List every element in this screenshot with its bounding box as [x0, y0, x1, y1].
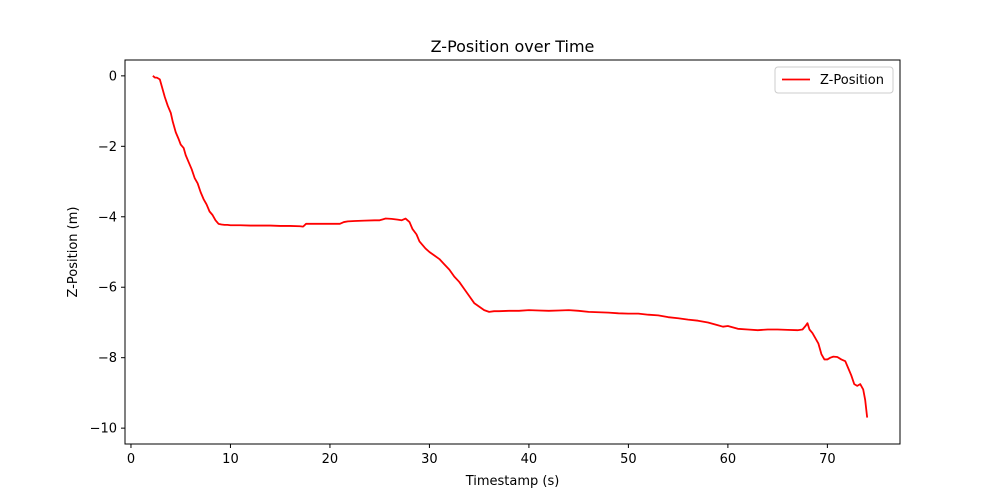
y-tick-label: −8 — [98, 351, 117, 366]
x-axis-ticks: 0 10 20 30 40 50 60 70 — [127, 444, 836, 467]
x-tick-label: 40 — [521, 452, 538, 467]
x-tick-label: 60 — [720, 452, 737, 467]
x-tick-label: 20 — [322, 452, 339, 467]
plot-area — [124, 59, 901, 445]
y-tick-label: −4 — [98, 210, 117, 225]
legend-box — [774, 66, 894, 94]
y-tick-label: 0 — [109, 69, 117, 84]
y-axis-label: Z-Position (m) — [66, 207, 81, 298]
x-tick-label: 50 — [620, 452, 637, 467]
series-line-z-position — [152, 75, 869, 418]
y-tick-label: −2 — [98, 140, 117, 155]
x-tick-label: 30 — [421, 452, 438, 467]
y-tick-label: −6 — [98, 281, 117, 296]
x-tick-label: 70 — [819, 452, 836, 467]
x-axis-label: Timestamp (s) — [465, 474, 560, 489]
x-tick-label: 0 — [127, 452, 135, 467]
x-tick-label: 10 — [222, 452, 239, 467]
legend-label-z-position: Z-Position — [820, 73, 884, 88]
y-tick-label: −10 — [90, 422, 117, 437]
chart-title: Z-Position over Time — [431, 37, 595, 56]
y-axis-ticks: 0 −2 −4 −6 −8 −10 — [90, 69, 125, 437]
axes-frame — [124, 59, 901, 445]
legend: Z-Position — [774, 66, 894, 94]
